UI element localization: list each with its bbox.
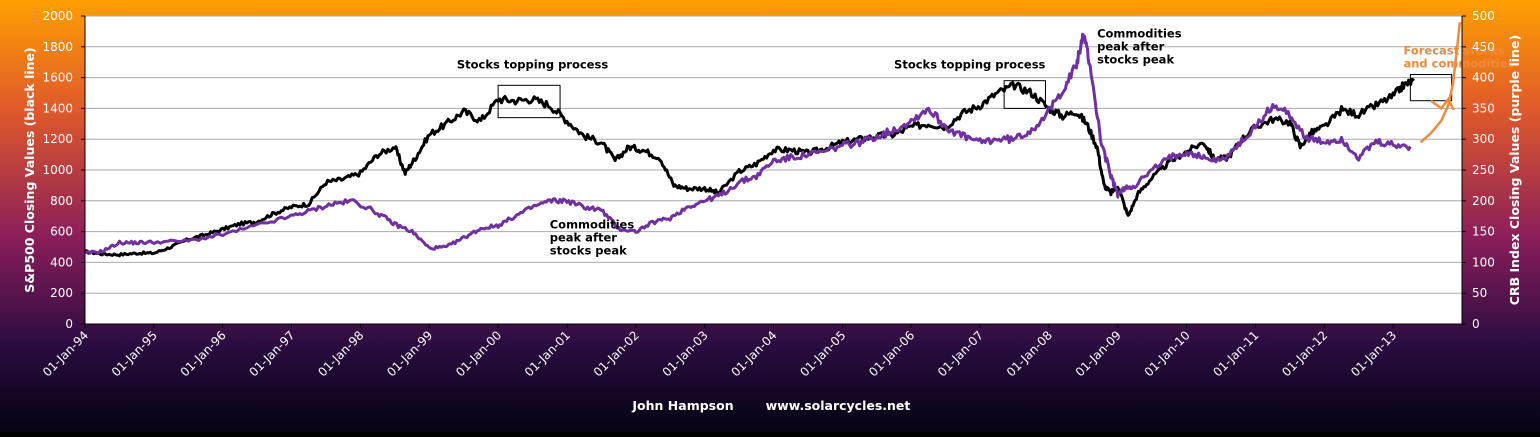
y2-tick-label: 0 <box>1472 317 1480 331</box>
footer-url: www.solarcycles.net <box>766 398 911 413</box>
y-tick-label: 0 <box>65 317 73 331</box>
forecast-line <box>1419 22 1462 144</box>
grid-layer <box>85 15 1462 325</box>
y-tick-label: 400 <box>50 255 73 269</box>
annotation-commodities-peak-1: Commodities peak after stocks peak <box>550 218 635 258</box>
y2-tick-label: 50 <box>1472 286 1487 300</box>
footer-author: John Hampson <box>631 398 733 413</box>
y2-tick-label: 250 <box>1472 163 1495 177</box>
y-axis-label: S&P500 Closing Values (black line) <box>22 47 37 292</box>
y-tick-label: 200 <box>50 286 73 300</box>
y2-tick-label: 450 <box>1472 40 1495 54</box>
annotation-stocks-top-1: Stocks topping process <box>457 57 608 71</box>
annotation-forecast: Forecast stocks and commodities <box>1403 44 1514 71</box>
y2-axis-label: CRB Index Closing Values (purple line) <box>1507 35 1522 305</box>
highlight-box <box>1003 80 1046 109</box>
series-layer <box>84 22 1462 258</box>
y-tick-label: 2000 <box>42 9 73 23</box>
annotation-line: and commodities <box>1403 57 1514 71</box>
annotation-line: stocks peak <box>550 244 627 258</box>
y-tick-label: 600 <box>50 225 73 239</box>
y2-tick-label: 500 <box>1472 9 1495 23</box>
y-tick-label: 800 <box>50 194 73 208</box>
forecast-zigzag <box>1430 96 1455 111</box>
annotation-stocks-top-2: Stocks topping process <box>894 57 1045 71</box>
y2-tick-label: 200 <box>1472 194 1495 208</box>
y2-tick-label: 150 <box>1472 225 1495 239</box>
y2-tick-label: 350 <box>1472 101 1495 115</box>
annotation-commodities-peak-2: Commodities peak after stocks peak <box>1097 27 1182 67</box>
y-tick-label: 1600 <box>42 71 73 85</box>
y2-tick-label: 400 <box>1472 71 1495 85</box>
y2-tick-label: 300 <box>1472 132 1495 146</box>
annotation-line: Commodities <box>1097 27 1182 41</box>
y2-tick-label: 100 <box>1472 255 1495 269</box>
annotation-line: Stocks topping process <box>894 57 1045 71</box>
annotation-line: Forecast stocks <box>1403 44 1504 58</box>
sp500-line <box>84 77 1415 258</box>
annotation-line: Stocks topping process <box>457 57 608 71</box>
annotation-line: peak after <box>1097 40 1165 54</box>
y-tick-label: 1000 <box>42 163 73 177</box>
annotation-line: peak after <box>550 231 618 245</box>
y-tick-label: 1800 <box>42 40 73 54</box>
y-tick-label: 1200 <box>42 132 73 146</box>
annotation-line: stocks peak <box>1097 53 1174 67</box>
y-tick-label: 1400 <box>42 101 73 115</box>
annotation-line: Commodities <box>550 218 635 232</box>
crb-line <box>85 32 1412 255</box>
